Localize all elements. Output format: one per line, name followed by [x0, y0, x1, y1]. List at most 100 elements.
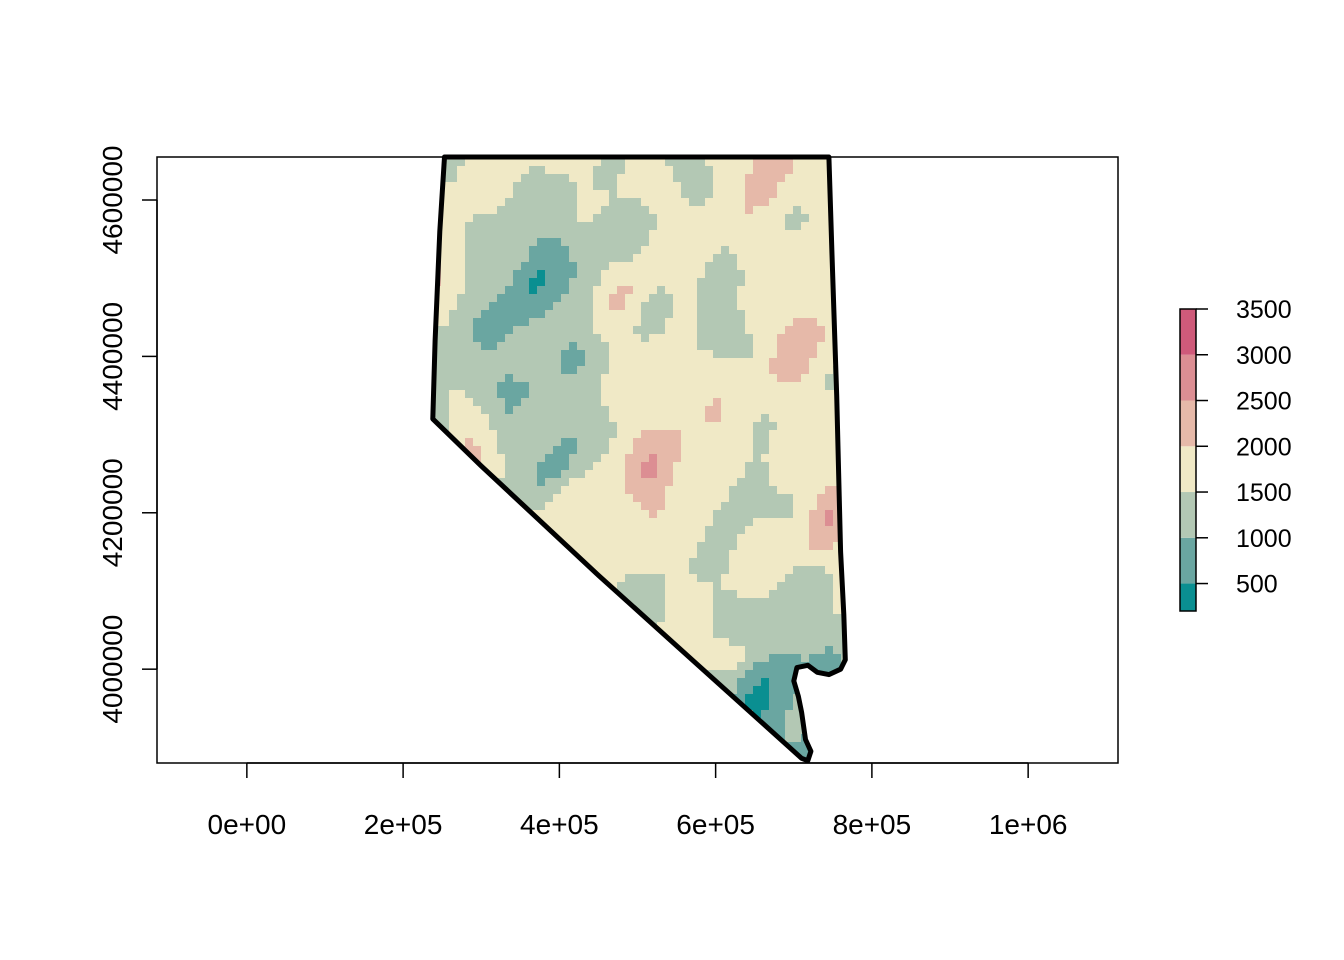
raster-cell — [713, 542, 722, 551]
raster-cell — [697, 174, 706, 183]
raster-cell — [625, 646, 634, 655]
raster-cell — [449, 694, 458, 703]
raster-cell — [457, 486, 466, 495]
raster-cell — [809, 414, 818, 423]
raster-cell — [513, 478, 522, 487]
raster-cell — [817, 350, 826, 359]
raster-cell — [633, 454, 642, 463]
raster-cell — [793, 622, 802, 631]
raster-cell — [785, 374, 794, 383]
raster-cell — [673, 382, 682, 391]
raster-cell — [745, 262, 754, 271]
raster-cell — [473, 302, 482, 311]
raster-cell — [809, 558, 818, 567]
raster-cell — [561, 286, 570, 295]
raster-cell — [769, 710, 778, 719]
raster-cell — [553, 286, 562, 295]
raster-cell — [465, 534, 474, 543]
raster-cell — [609, 574, 618, 583]
raster-cell — [833, 582, 842, 591]
raster-cell — [641, 542, 650, 551]
raster-cell — [809, 326, 818, 335]
raster-cell — [625, 710, 634, 719]
raster-cell — [713, 534, 722, 543]
raster-cell — [577, 470, 586, 479]
raster-cell — [745, 318, 754, 327]
raster-cell — [489, 270, 498, 279]
raster-cell — [601, 174, 610, 183]
raster-cell — [665, 542, 674, 551]
raster-cell — [593, 398, 602, 407]
raster-cell — [689, 582, 698, 591]
raster-cell — [609, 206, 618, 215]
raster-cell — [585, 430, 594, 439]
raster-cell — [665, 302, 674, 311]
raster-cell — [561, 230, 570, 239]
raster-cell — [753, 582, 762, 591]
raster-cell — [753, 430, 762, 439]
raster-cell — [521, 302, 530, 311]
raster-cell — [497, 382, 506, 391]
raster-cell — [529, 502, 538, 511]
raster-cell — [817, 582, 826, 591]
raster-cell — [529, 718, 538, 727]
raster-cell — [689, 630, 698, 639]
raster-cell — [825, 278, 834, 287]
raster-cell — [641, 390, 650, 399]
raster-cell — [713, 254, 722, 263]
raster-cell — [665, 254, 674, 263]
raster-cell — [561, 398, 570, 407]
raster-cell — [497, 286, 506, 295]
raster-cell — [433, 638, 442, 647]
raster-cell — [513, 406, 522, 415]
raster-cell — [609, 718, 618, 727]
raster-cell — [801, 534, 810, 543]
raster-cell — [441, 598, 450, 607]
raster-cell — [521, 374, 530, 383]
raster-cell — [529, 614, 538, 623]
raster-cell — [481, 286, 490, 295]
raster-cell — [489, 358, 498, 367]
raster-cell — [737, 422, 746, 431]
raster-cell — [681, 262, 690, 271]
raster-cell — [465, 710, 474, 719]
raster-cell — [505, 278, 514, 287]
raster-cell — [497, 230, 506, 239]
raster-cell — [697, 310, 706, 319]
raster-cell — [473, 662, 482, 671]
raster-cell — [441, 662, 450, 671]
raster-cell — [489, 502, 498, 511]
raster-cell — [689, 286, 698, 295]
raster-cell — [513, 206, 522, 215]
raster-cell — [841, 326, 846, 335]
raster-cell — [729, 294, 738, 303]
raster-cell — [553, 614, 562, 623]
raster-cell — [489, 742, 498, 751]
raster-cell — [601, 422, 610, 431]
raster-cell — [513, 374, 522, 383]
raster-cell — [553, 358, 562, 367]
raster-cell — [593, 526, 602, 535]
raster-cell — [753, 478, 762, 487]
raster-cell — [697, 742, 706, 751]
raster-cell — [521, 422, 530, 431]
raster-cell — [561, 430, 570, 439]
raster-cell — [769, 374, 778, 383]
raster-cell — [537, 166, 546, 175]
raster-cell — [649, 222, 658, 231]
raster-cell — [753, 358, 762, 367]
raster-cell — [625, 734, 634, 743]
raster-cell — [777, 398, 786, 407]
raster-cell — [841, 294, 846, 303]
raster-cell — [777, 534, 786, 543]
raster-cell — [761, 422, 770, 431]
raster-cell — [745, 190, 754, 199]
raster-cell — [777, 510, 786, 519]
raster-cell — [769, 470, 778, 479]
raster-cell — [665, 438, 674, 447]
raster-cell — [625, 574, 634, 583]
raster-cell — [793, 598, 802, 607]
raster-cell — [505, 350, 514, 359]
raster-cell — [801, 750, 810, 759]
raster-cell — [649, 238, 658, 247]
